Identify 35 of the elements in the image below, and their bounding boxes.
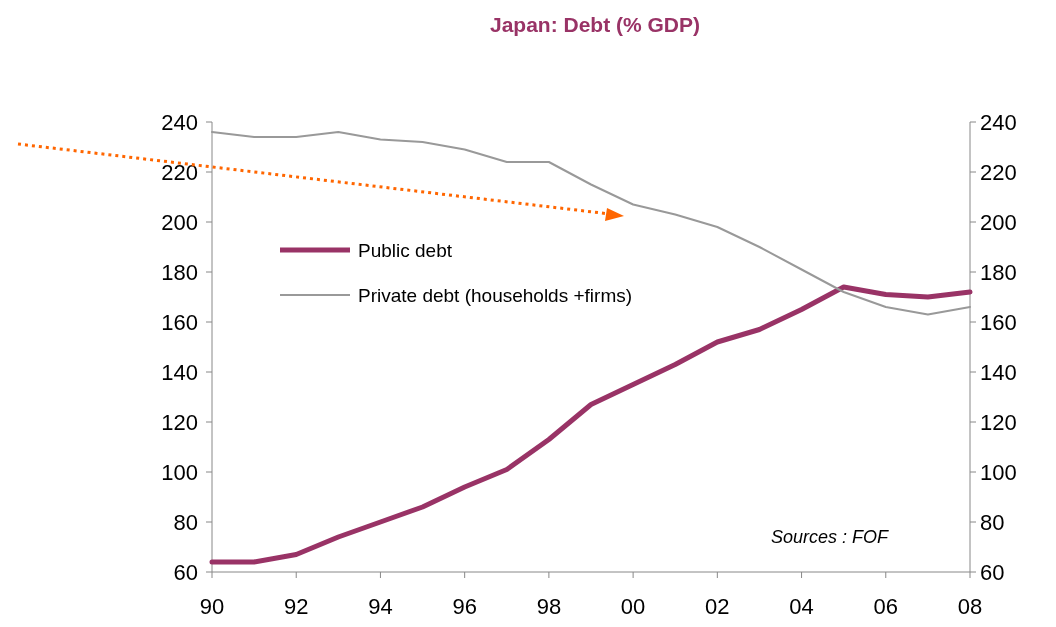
- y2-tick-label: 220: [980, 159, 1017, 185]
- legend-label: Private debt (households +firms): [358, 284, 633, 306]
- x-tick-label: 90: [199, 594, 225, 619]
- x-tick-label: 96: [452, 594, 477, 619]
- legend-label: Public debt: [358, 239, 453, 261]
- y-tick-label: 220: [161, 159, 198, 185]
- y2-tick-label: 60: [980, 559, 1005, 585]
- x-tick-label: 00: [620, 594, 646, 619]
- y2-tick-label: 180: [980, 259, 1017, 285]
- annotation: Sources : FOF: [770, 527, 889, 547]
- x-tick-label: 04: [789, 594, 814, 619]
- x-tick-label: 02: [705, 594, 730, 619]
- y-tick-label: 60: [173, 559, 198, 585]
- chart-title: Japan: Debt (% GDP): [489, 13, 701, 36]
- y2-tick-label: 240: [980, 109, 1017, 135]
- x-tick-label: 94: [368, 594, 393, 619]
- y-tick-label: 240: [161, 109, 198, 135]
- y-tick-label: 100: [161, 459, 198, 485]
- y-tick-label: 120: [161, 409, 198, 435]
- y-tick-label: 200: [161, 209, 198, 235]
- y2-tick-label: 80: [980, 509, 1005, 535]
- y2-tick-label: 100: [980, 459, 1017, 485]
- y2-tick-label: 160: [980, 309, 1017, 335]
- y2-tick-label: 120: [980, 409, 1017, 435]
- y-tick-label: 160: [161, 309, 198, 335]
- line-series: [211, 131, 971, 316]
- y2-tick-label: 140: [980, 359, 1017, 385]
- y-tick-label: 140: [161, 359, 198, 385]
- x-tick-label: 92: [283, 594, 309, 619]
- x-tick-label: 08: [957, 594, 983, 619]
- y-tick-label: 80: [173, 509, 198, 535]
- x-tick-label: 06: [873, 594, 899, 619]
- y2-tick-label: 200: [980, 209, 1017, 235]
- y-tick-label: 180: [161, 259, 198, 285]
- x-tick-label: 98: [536, 594, 562, 619]
